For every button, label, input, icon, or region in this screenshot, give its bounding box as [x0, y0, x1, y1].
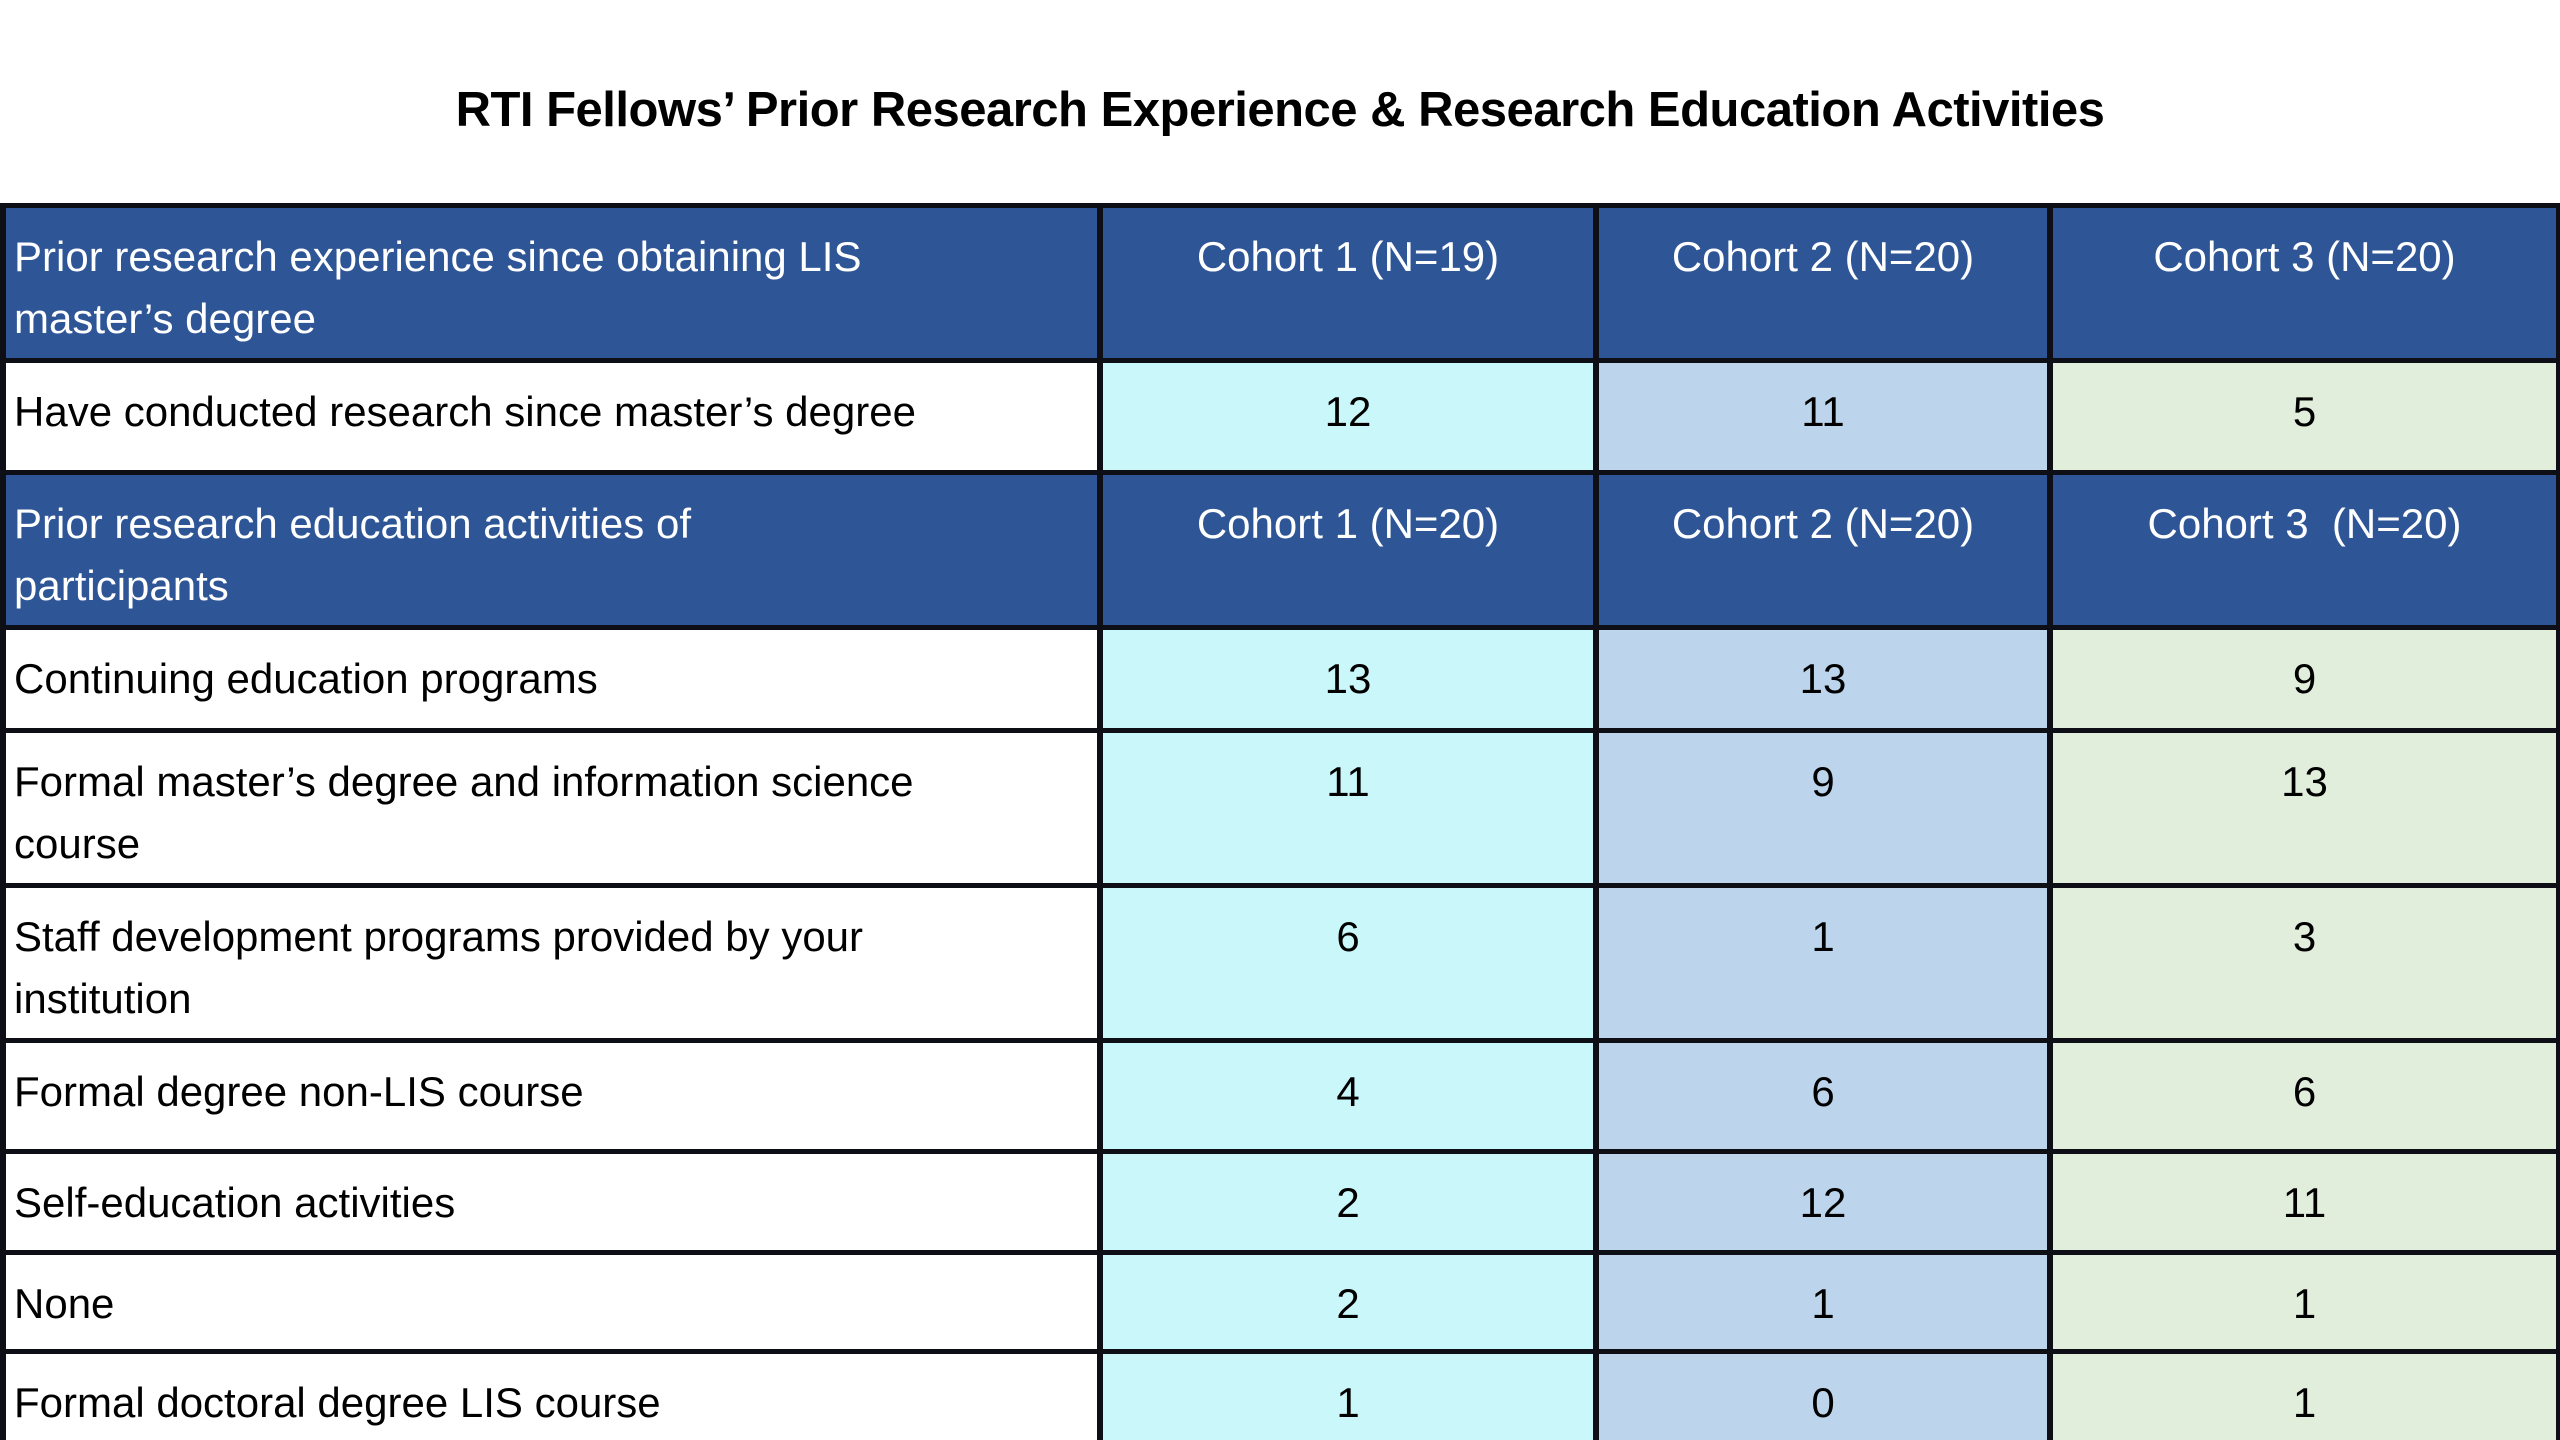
value-cell-cohort1: 13 [1097, 625, 1599, 733]
value-cell-cohort1: 4 [1097, 1038, 1599, 1154]
value-cell-cohort1: 12 [1097, 358, 1599, 475]
value-cell-cohort3: 1 [2047, 1250, 2560, 1354]
table-title: RTI Fellows’ Prior Research Experience &… [455, 83, 2105, 137]
value-cell-cohort2: 11 [1593, 358, 2053, 475]
table-row: Formal degree non-LIS course 4 6 6 [0, 1038, 2560, 1154]
row-label: Self-education activities [0, 1149, 1103, 1255]
value-cell-cohort1: 11 [1097, 728, 1599, 888]
data-table: Prior research experience since obtainin… [0, 203, 2560, 1440]
value-cell-cohort1: 2 [1097, 1149, 1599, 1255]
row-label: Formal doctoral degree LIS course [0, 1349, 1103, 1440]
section1-cohort3-header: Cohort 3 (N=20) [2047, 203, 2560, 363]
row-label: Continuing education programs [0, 625, 1103, 733]
row-label: None [0, 1250, 1103, 1354]
table-row: Staff development programs provided by y… [0, 883, 2560, 1043]
table-row: None 2 1 1 [0, 1250, 2560, 1354]
value-cell-cohort1: 2 [1097, 1250, 1599, 1354]
row-label: Staff development programs provided by y… [0, 883, 1103, 1043]
value-cell-cohort3: 13 [2047, 728, 2560, 888]
row-label: Have conducted research since master’s d… [0, 358, 1103, 475]
value-cell-cohort3: 5 [2047, 358, 2560, 475]
value-cell-cohort2: 13 [1593, 625, 2053, 733]
value-cell-cohort2: 1 [1593, 1250, 2053, 1354]
table-row: Formal master’s degree and information s… [0, 728, 2560, 888]
value-cell-cohort3: 6 [2047, 1038, 2560, 1154]
row-label: Formal master’s degree and information s… [0, 728, 1103, 888]
value-cell-cohort1: 6 [1097, 883, 1599, 1043]
value-cell-cohort3: 9 [2047, 625, 2560, 733]
table-row: Formal doctoral degree LIS course 1 0 1 [0, 1349, 2560, 1440]
value-cell-cohort2: 6 [1593, 1038, 2053, 1154]
value-cell-cohort1: 1 [1097, 1349, 1599, 1440]
table-row: Self-education activities 2 12 11 [0, 1149, 2560, 1255]
value-cell-cohort2: 0 [1593, 1349, 2053, 1440]
section2-cohort3-header: Cohort 3 (N=20) [2047, 470, 2560, 630]
value-cell-cohort2: 1 [1593, 883, 2053, 1043]
table-row: Continuing education programs 13 13 9 [0, 625, 2560, 733]
section2-header-row: Prior research education activities of p… [0, 470, 2560, 630]
section1-header-label: Prior research experience since obtainin… [0, 203, 1103, 363]
section1-cohort2-header: Cohort 2 (N=20) [1593, 203, 2053, 363]
value-cell-cohort3: 1 [2047, 1349, 2560, 1440]
section2-header-label: Prior research education activities of p… [0, 470, 1103, 630]
value-cell-cohort3: 3 [2047, 883, 2560, 1043]
table-row: Have conducted research since master’s d… [0, 358, 2560, 475]
row-label: Formal degree non-LIS course [0, 1038, 1103, 1154]
value-cell-cohort2: 12 [1593, 1149, 2053, 1255]
table-container: Prior research experience since obtainin… [0, 203, 2560, 1440]
section2-cohort1-header: Cohort 1 (N=20) [1097, 470, 1599, 630]
value-cell-cohort3: 11 [2047, 1149, 2560, 1255]
section1-cohort1-header: Cohort 1 (N=19) [1097, 203, 1599, 363]
value-cell-cohort2: 9 [1593, 728, 2053, 888]
section2-cohort2-header: Cohort 2 (N=20) [1593, 470, 2053, 630]
section1-header-row: Prior research experience since obtainin… [0, 203, 2560, 363]
